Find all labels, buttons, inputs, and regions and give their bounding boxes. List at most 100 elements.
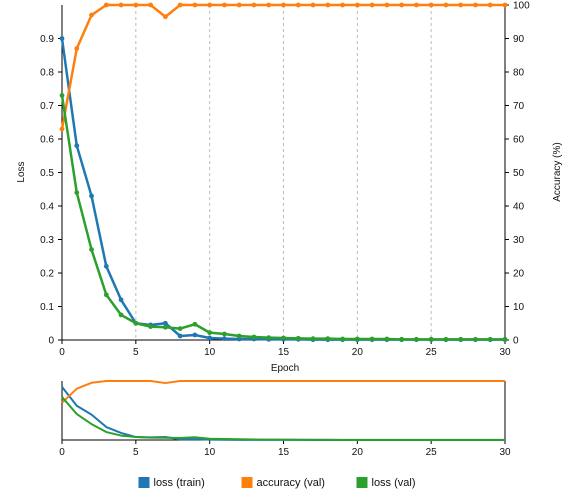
y-left-tick-label: 0.2 — [40, 269, 54, 280]
main-grid — [135, 5, 506, 340]
y-left-tick-label: 0.4 — [40, 202, 54, 213]
x-tick-label: 15 — [278, 347, 290, 358]
overview-x-tick-label: 10 — [204, 447, 216, 458]
data-point — [340, 2, 345, 8]
data-point — [177, 2, 183, 8]
data-point — [354, 336, 360, 342]
data-point — [207, 2, 213, 8]
data-point — [399, 336, 405, 342]
data-point — [103, 292, 109, 298]
data-point — [295, 335, 301, 341]
data-point — [192, 332, 198, 338]
x-tick-label: 20 — [352, 347, 364, 358]
data-point — [251, 334, 257, 340]
data-point — [502, 2, 508, 8]
data-point — [118, 312, 124, 318]
data-point — [458, 336, 464, 342]
data-point — [162, 320, 168, 326]
overview-series-line — [61, 386, 505, 441]
data-point — [74, 190, 80, 196]
overview-series-line — [61, 396, 505, 441]
data-point — [443, 2, 449, 8]
legend-item[interactable]: loss (val) — [356, 477, 416, 489]
y-left-tick-label: 0.8 — [40, 68, 54, 79]
data-point — [177, 333, 183, 339]
data-point — [354, 2, 360, 8]
data-point — [89, 193, 94, 199]
overview-x-tick-label: 5 — [133, 447, 139, 458]
data-point — [133, 2, 139, 8]
main-series — [59, 2, 508, 343]
data-point — [89, 247, 94, 252]
data-point — [74, 143, 80, 149]
data-point — [222, 336, 227, 342]
overview-series — [61, 380, 505, 441]
x-tick-label: 30 — [499, 347, 511, 358]
legend-label: accuracy (val) — [257, 477, 325, 489]
y-left-tick-label: 0.3 — [40, 235, 54, 246]
data-point — [148, 324, 154, 329]
y-left-tick-label: 0.6 — [40, 135, 54, 146]
x-tick-label: 10 — [204, 347, 216, 358]
data-point — [133, 320, 139, 326]
data-point — [399, 2, 405, 8]
y-right-tick-label: 50 — [513, 168, 525, 179]
overview-x-tick-label: 15 — [278, 447, 290, 458]
data-point — [369, 336, 375, 342]
data-point — [59, 36, 65, 41]
data-point — [207, 330, 213, 336]
y-left-tick-label: 0.5 — [40, 168, 54, 179]
data-point — [369, 2, 375, 8]
data-point — [118, 297, 124, 303]
y-right-tick-label: 10 — [513, 302, 525, 313]
data-point — [310, 2, 316, 8]
data-point — [162, 324, 168, 330]
data-point — [103, 2, 109, 8]
y-right-tick-label: 70 — [513, 101, 525, 112]
overview-axes: 0 5 10 15 20 25 30 — [59, 381, 511, 458]
data-point — [487, 2, 493, 8]
data-point — [428, 2, 434, 8]
overview-x-tick-label: 20 — [352, 447, 364, 458]
data-point — [251, 2, 257, 8]
legend-swatch — [138, 477, 150, 488]
data-point — [414, 336, 419, 342]
legend-item[interactable]: accuracy (val) — [241, 477, 325, 489]
data-point — [384, 2, 390, 8]
data-point — [281, 2, 286, 8]
data-point — [192, 2, 198, 8]
data-point — [414, 2, 419, 8]
data-point — [310, 336, 316, 342]
data-point — [295, 2, 301, 8]
y-left-tick-label: 0 — [48, 336, 54, 347]
x-axis-title: Epoch — [271, 363, 299, 374]
x-tick-label: 0 — [59, 347, 65, 358]
data-point — [192, 321, 198, 327]
legend-swatch — [241, 477, 253, 488]
legend: loss (train) accuracy (val) loss (val) — [138, 477, 416, 489]
x-tick-label: 5 — [133, 347, 139, 358]
data-point — [148, 2, 154, 8]
data-point — [266, 2, 272, 8]
data-point — [502, 336, 508, 342]
data-point — [266, 335, 272, 341]
data-point — [236, 333, 242, 339]
overview-x-tick-label: 30 — [499, 447, 511, 458]
y-right-tick-label: 0 — [513, 336, 519, 347]
data-point — [428, 336, 434, 342]
y-left-tick-label: 0.7 — [40, 101, 54, 112]
data-point — [118, 2, 124, 8]
legend-item[interactable]: loss (train) — [138, 477, 205, 489]
data-point — [473, 2, 478, 8]
data-point — [74, 46, 80, 51]
legend-label: loss (val) — [372, 477, 416, 489]
y-right-tick-label: 80 — [513, 68, 525, 79]
data-point — [443, 336, 449, 342]
y-right-tick-label: 20 — [513, 269, 525, 280]
data-point — [325, 2, 331, 8]
legend-label: loss (train) — [154, 477, 205, 489]
y-right-tick-label: 30 — [513, 235, 525, 246]
data-point — [177, 326, 183, 332]
